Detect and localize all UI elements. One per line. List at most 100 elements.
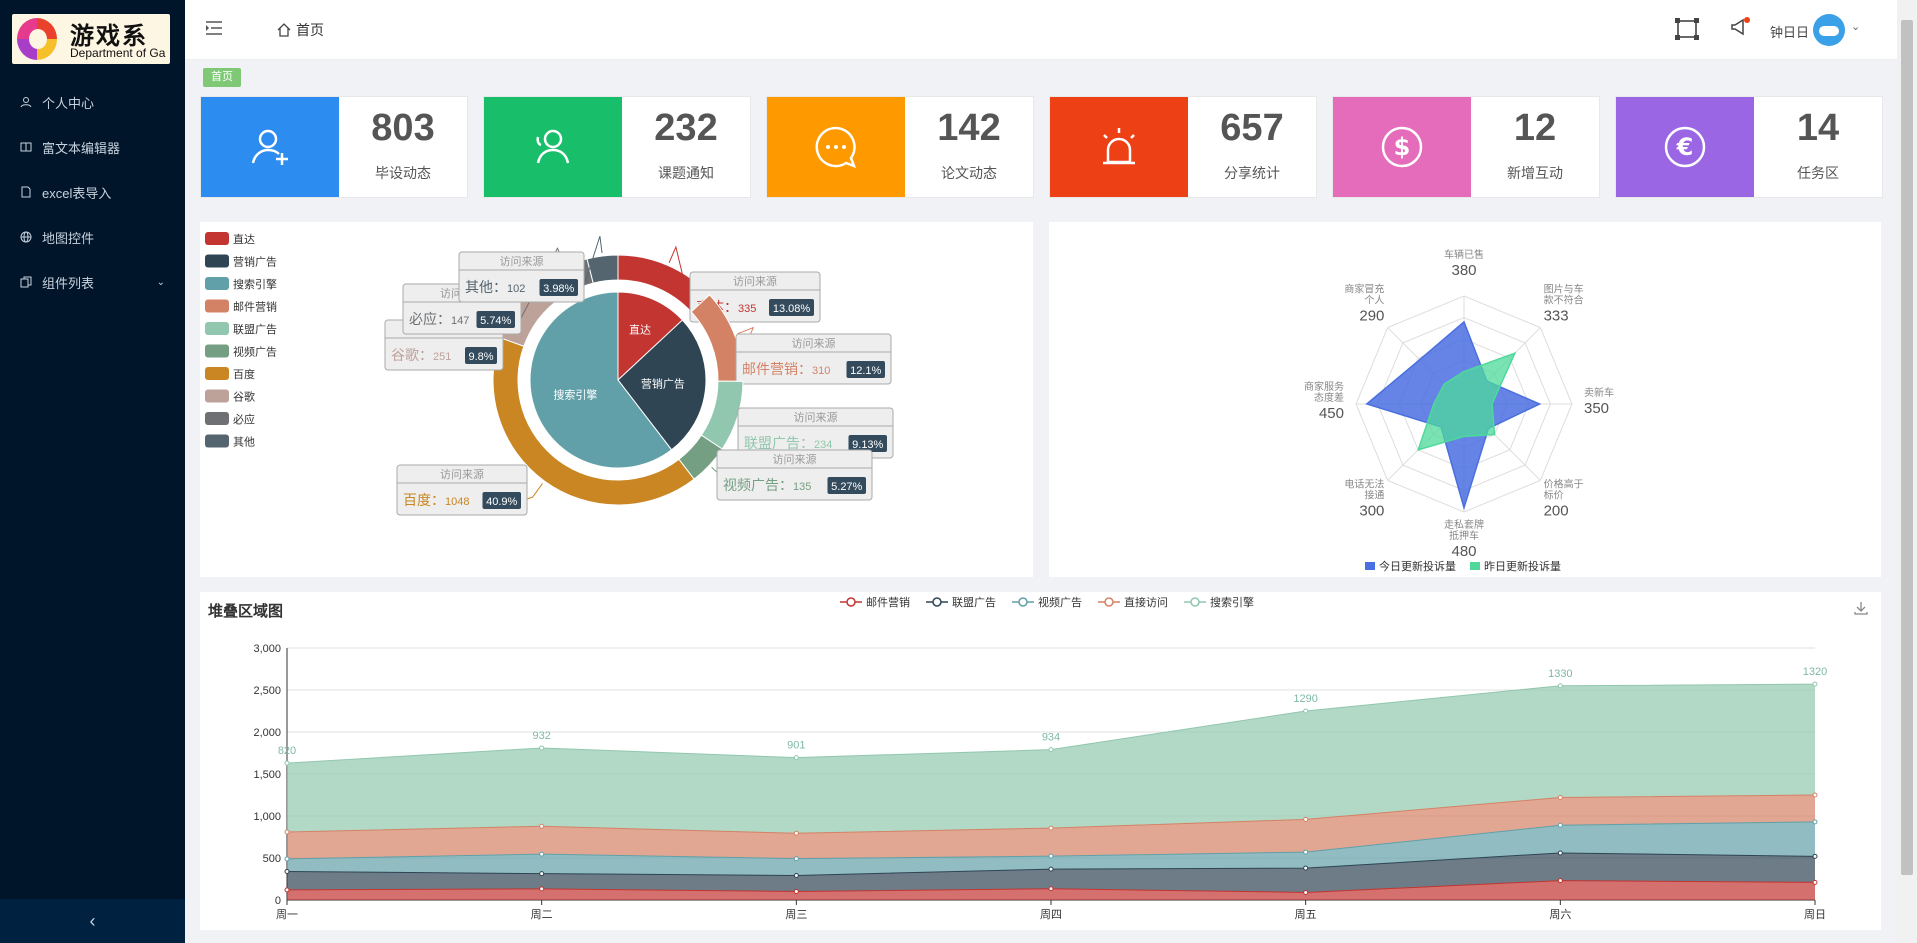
chevron-down-icon[interactable]: ⌄ [1851,21,1861,33]
legend-swatch[interactable] [205,367,229,380]
legend-label[interactable]: 邮件营销 [233,300,277,314]
legend-swatch[interactable] [205,412,229,425]
area-series[interactable] [287,795,1815,859]
area-point[interactable] [793,830,799,836]
area-point[interactable] [539,851,545,857]
legend-label[interactable]: 必应 [233,412,255,426]
legend-label[interactable]: 昨日更新投诉量 [1484,559,1561,573]
area-point[interactable] [1557,683,1563,689]
area-point[interactable] [1303,849,1309,855]
legend-item[interactable]: 联盟广告 [926,596,996,609]
area-point[interactable] [1812,681,1818,687]
sidebar-item-rich-text[interactable]: 富文本编辑器 [0,125,185,169]
area-point[interactable] [793,872,799,878]
area-point[interactable] [284,760,290,766]
area-point[interactable] [539,886,545,892]
area-point[interactable] [284,868,290,874]
stat-card[interactable]: 232 课题通知 [483,96,751,198]
area-point[interactable] [1048,853,1054,859]
legend-label[interactable]: 谷歌 [233,390,255,404]
legend-label[interactable]: 今日更新投诉量 [1379,559,1456,573]
pie-inner-slice[interactable] [617,291,684,382]
legend-label[interactable]: 邮件营销 [866,595,910,609]
stat-card[interactable]: 803 毕设动态 [200,96,468,198]
area-series[interactable] [287,821,1815,876]
area-point[interactable] [284,887,290,893]
area-point[interactable] [1303,708,1309,714]
legend-item[interactable]: 邮件营销 [840,595,910,609]
sidebar-item-components[interactable]: 组件列表 ⌄ [0,260,185,304]
legend-swatch[interactable] [205,344,229,358]
legend-label[interactable]: 搜索引擎 [233,277,277,291]
area-series[interactable] [287,852,1815,893]
area-point[interactable] [284,856,290,862]
legend-swatch[interactable] [205,254,229,268]
legend-label[interactable]: 直接访问 [1124,595,1168,609]
sidebar-item-map[interactable]: 地图控件 [0,215,185,259]
legend-swatch[interactable] [1365,562,1375,570]
area-point[interactable] [1812,819,1818,825]
download-icon[interactable] [1853,600,1869,616]
username[interactable]: 钟日日 [1770,25,1810,40]
area-point[interactable] [1557,850,1563,856]
legend-label[interactable]: 营销广告 [233,255,277,269]
area-point[interactable] [1557,878,1563,884]
legend-label[interactable]: 百度 [233,367,255,381]
legend-swatch[interactable] [205,277,229,290]
area-point[interactable] [1048,747,1054,753]
legend-item[interactable]: 搜索引擎 [1184,595,1254,609]
area-point[interactable] [1048,825,1054,831]
sidebar-item-profile[interactable]: 个人中心 [0,80,185,124]
stat-card[interactable]: $ 12 新增互动 [1332,96,1600,198]
legend-swatch[interactable] [205,322,229,335]
area-point[interactable] [1303,889,1309,895]
legend-item[interactable]: 直接访问 [1098,595,1168,609]
legend-swatch[interactable] [205,232,229,245]
pie-inner-slice[interactable] [529,291,673,469]
legend-label[interactable]: 直达 [233,232,255,246]
area-point[interactable] [1812,879,1818,885]
area-point[interactable] [1812,792,1818,798]
legend-item[interactable]: 视频广告 [1012,595,1082,609]
stat-card[interactable]: 142 论文动态 [766,96,1034,198]
area-point[interactable] [539,745,545,751]
area-point[interactable] [1048,886,1054,892]
tab-home[interactable]: 首页 [203,68,241,87]
breadcrumb[interactable]: 首页 [277,20,324,40]
stat-card[interactable]: € 14 任务区 [1615,96,1883,198]
pie-outer-slice[interactable] [586,254,619,284]
area-point[interactable] [1303,816,1309,822]
area-point[interactable] [539,823,545,829]
legend-label[interactable]: 其他 [233,436,255,449]
avatar[interactable] [1813,14,1845,46]
radar-series-area[interactable] [1417,351,1517,451]
area-point[interactable] [1303,865,1309,871]
area-point[interactable] [793,856,799,862]
pie-inner-slice[interactable] [617,319,707,451]
area-point[interactable] [1557,795,1563,801]
area-point[interactable] [284,829,290,835]
fullscreen-icon[interactable] [1675,18,1699,40]
area-point[interactable] [1812,853,1818,859]
area-point[interactable] [1557,822,1563,828]
area-point[interactable] [539,871,545,877]
area-point[interactable] [1048,866,1054,872]
area-point[interactable] [793,889,799,895]
notification-icon[interactable] [1729,16,1751,38]
stat-card[interactable]: 657 分享统计 [1049,96,1317,198]
legend-swatch[interactable] [205,389,229,403]
menu-fold-icon[interactable] [205,20,223,36]
scrollbar[interactable] [1897,0,1917,943]
area-point[interactable] [793,755,799,761]
collapse-sidebar-button[interactable]: ‹ [0,899,185,943]
legend-label[interactable]: 联盟广告 [233,323,277,336]
sidebar-item-excel-import[interactable]: excel表导入 [0,170,185,214]
legend-swatch[interactable] [1470,562,1480,570]
legend-label[interactable]: 视频广告 [1038,595,1082,609]
area-series[interactable] [287,684,1815,834]
legend-label[interactable]: 搜索引擎 [1210,595,1254,609]
legend-label[interactable]: 联盟广告 [952,596,996,609]
legend-swatch[interactable] [205,434,229,448]
legend-swatch[interactable] [205,299,229,313]
legend-label[interactable]: 视频广告 [233,345,277,359]
